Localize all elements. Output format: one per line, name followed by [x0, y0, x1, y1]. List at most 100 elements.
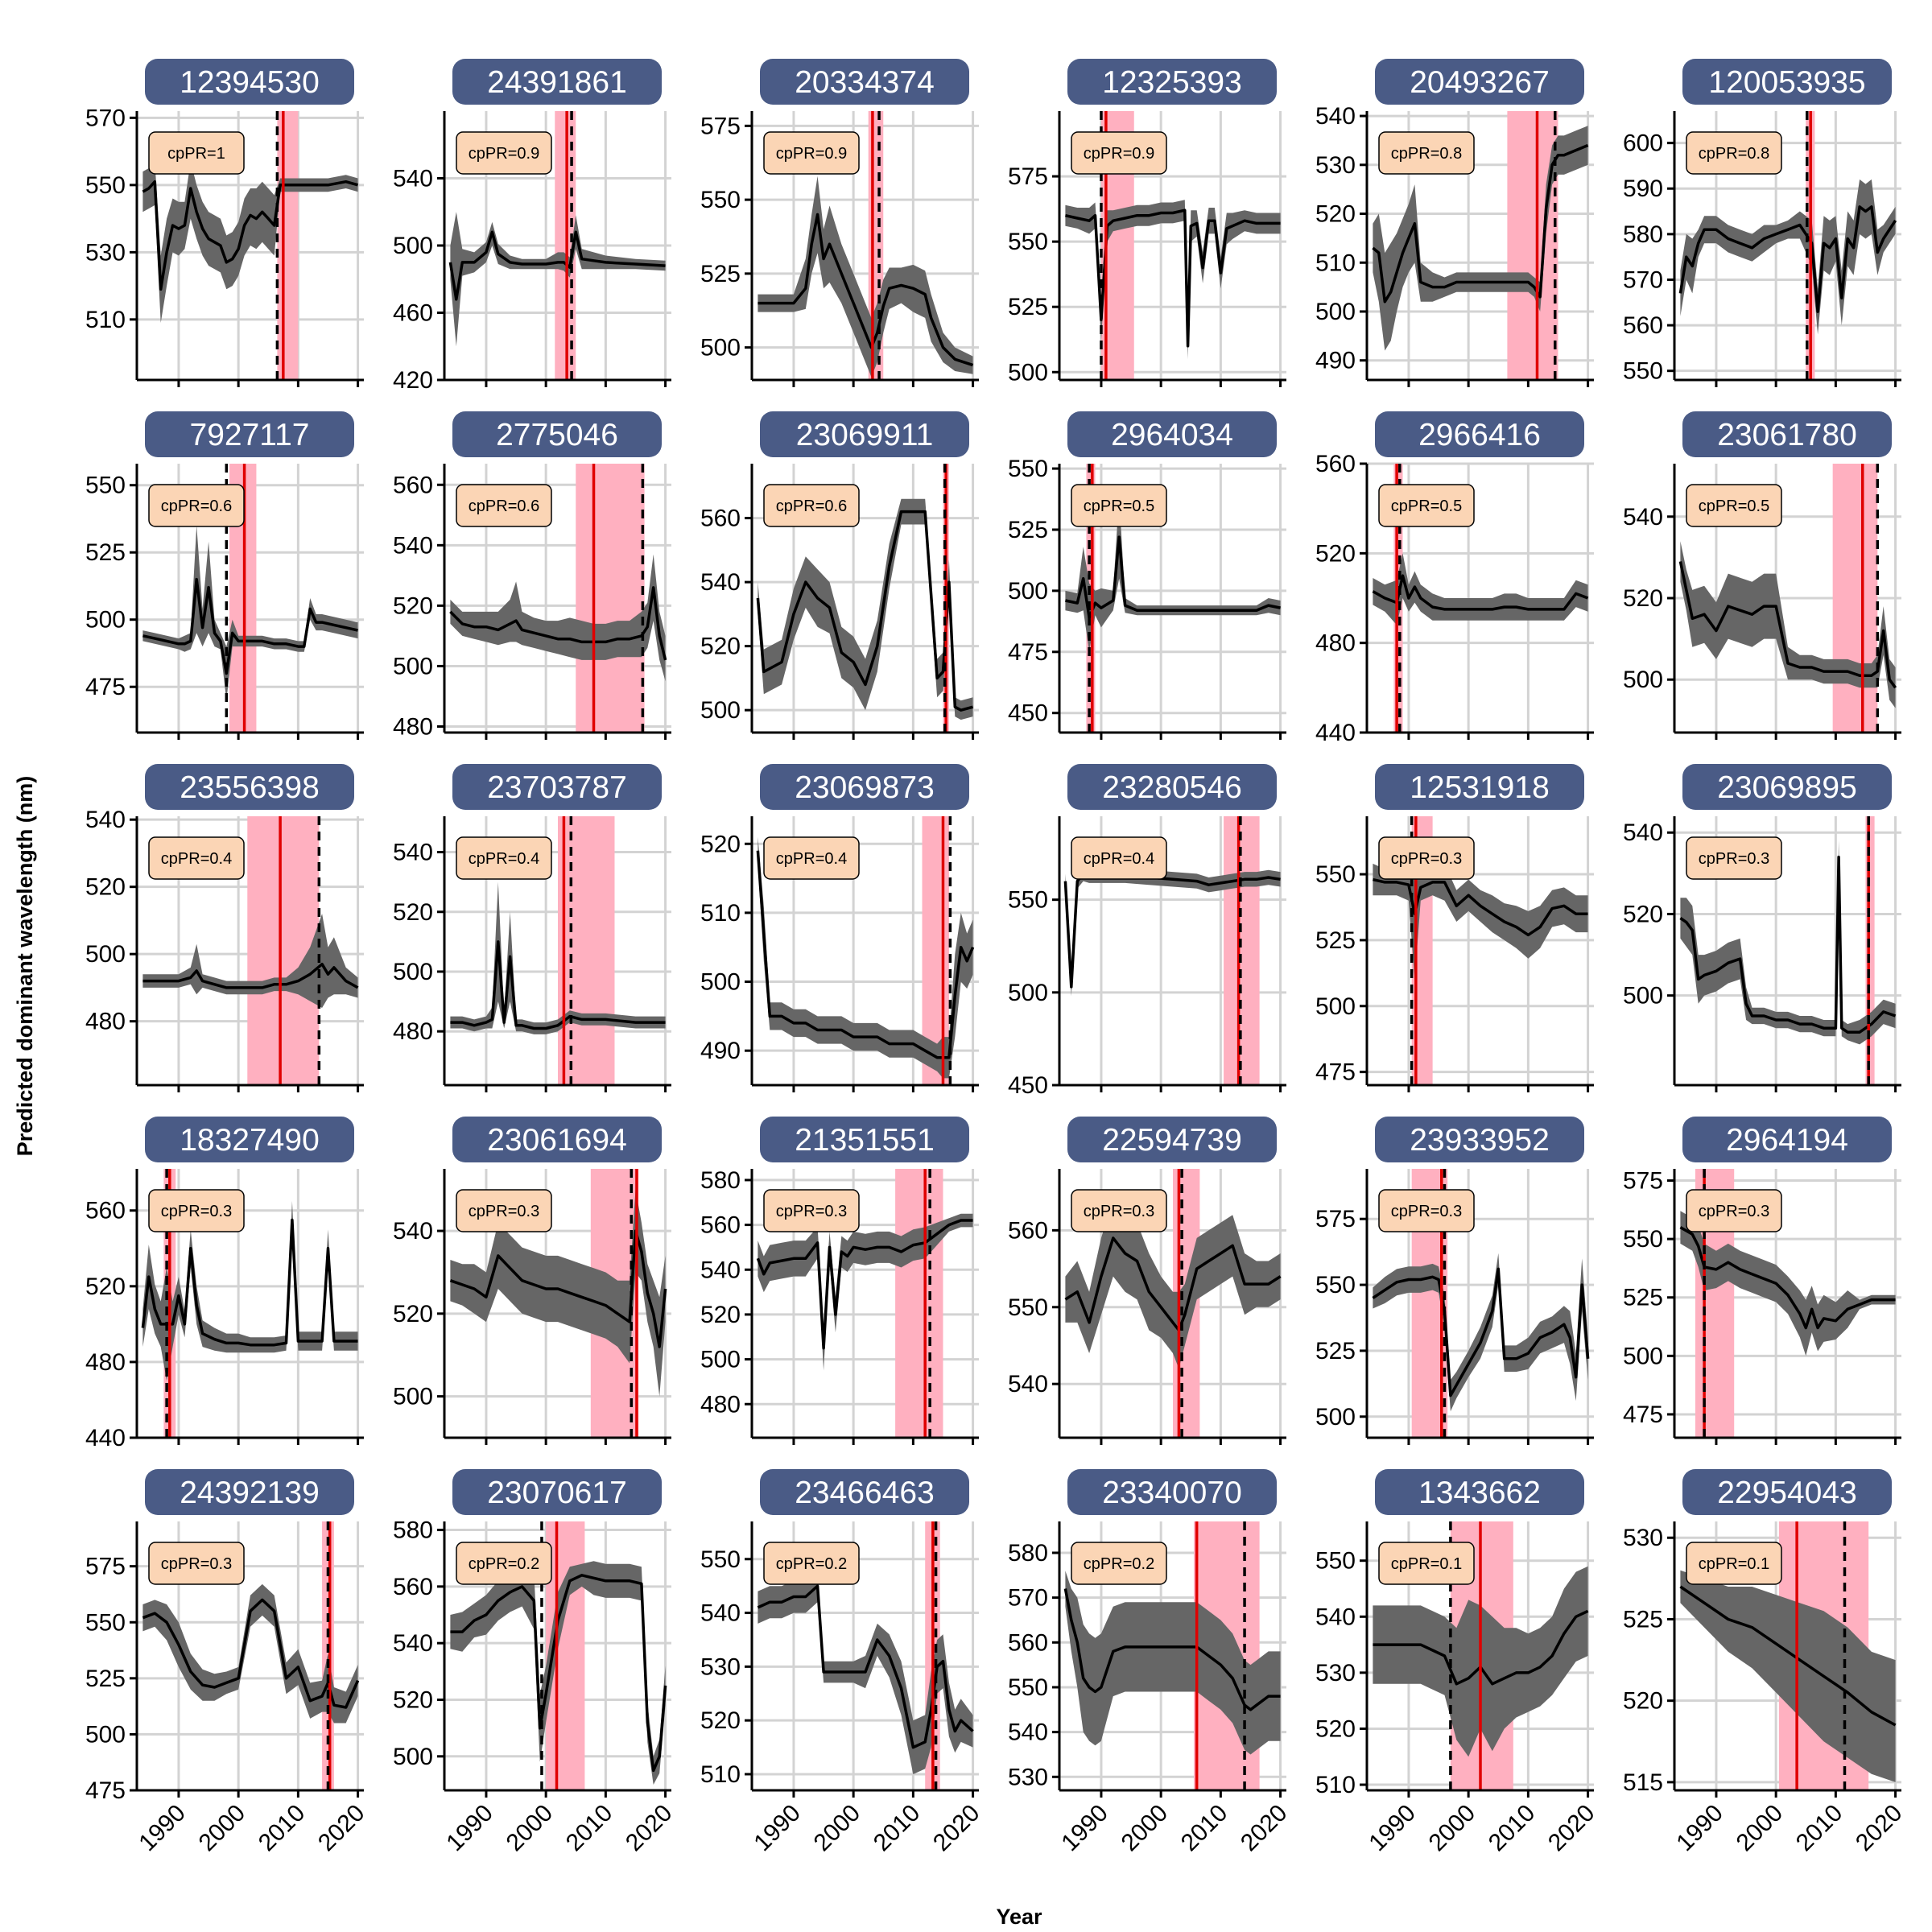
- y-tick-label: 550: [85, 172, 126, 199]
- y-tick-label: 520: [1315, 540, 1356, 567]
- cppr-label: cpPR=0.6: [776, 497, 847, 515]
- x-tick-label: 1990: [749, 1800, 806, 1857]
- x-tick-label: 2020: [313, 1800, 370, 1857]
- y-tick-label: 550: [1315, 861, 1356, 888]
- uncertainty-ribbon: [758, 498, 973, 720]
- facet-strip: [1067, 1469, 1277, 1515]
- panel-2775046: 480 500 520 540 560 2775046 cpPR=0.6: [393, 411, 671, 740]
- cppr-label-box: [456, 131, 552, 175]
- y-tick-label: 550: [1008, 229, 1048, 255]
- y-tick-label: 525: [85, 539, 126, 566]
- facet-strip-label: 18327490: [180, 1123, 320, 1158]
- x-tick-label: 1990: [1364, 1800, 1421, 1857]
- facet-strip: [452, 59, 662, 105]
- cppr-label: cpPR=0.4: [161, 850, 232, 868]
- cppr-label-box: [148, 1189, 245, 1232]
- x-tick-label: 2020: [928, 1800, 985, 1857]
- series-line: [449, 1229, 667, 1348]
- changepoint-interval-band: [277, 111, 299, 380]
- y-tick-label: 500: [1315, 299, 1356, 325]
- y-tick-label: 540: [393, 532, 433, 559]
- uncertainty-ribbon: [1373, 126, 1588, 351]
- y-tick-label: 480: [85, 1009, 126, 1035]
- series-line: [142, 962, 359, 989]
- facet-strip: [760, 1117, 969, 1162]
- panel-2966416: 440 480 520 560 2966416 cpPR=0.5: [1315, 411, 1594, 746]
- panel-23703787: 480 500 520 540 23703787 cpPR=0.4: [393, 764, 671, 1092]
- series-line: [1065, 535, 1281, 620]
- changepoint-interval-band: [1865, 816, 1875, 1085]
- y-tick-label: 570: [85, 105, 126, 131]
- facet-strip: [1067, 59, 1277, 105]
- facet-strip: [1375, 411, 1584, 457]
- changepoint-interval-band: [576, 464, 645, 733]
- y-tick-label: 550: [700, 1546, 741, 1573]
- uncertainty-ribbon: [758, 175, 973, 378]
- series-line: [1678, 561, 1897, 689]
- y-tick-label: 490: [1315, 348, 1356, 374]
- facet-strip: [145, 764, 354, 810]
- y-tick-label: 560: [1008, 1217, 1048, 1244]
- x-tick-label: 2020: [621, 1800, 678, 1857]
- panel-21351551: 480 500 520 540 560 580 21351551 cpPR=0.3: [700, 1117, 979, 1445]
- y-tick-label: 500: [85, 1721, 126, 1748]
- facet-strip-label: 12325393: [1102, 65, 1242, 100]
- y-axis-title: Predicted dominant wavelength (nm): [13, 776, 37, 1157]
- facet-strip-label: 23703787: [487, 770, 627, 805]
- series-line: [142, 1598, 360, 1709]
- cppr-label-box: [1071, 131, 1167, 175]
- series-line: [1372, 574, 1589, 611]
- panel-12531918: 475 500 525 550 12531918 cpPR=0.3: [1315, 764, 1594, 1092]
- uncertainty-ribbon: [450, 1189, 666, 1397]
- cppr-label-box: [763, 1189, 860, 1232]
- facet-strip: [1067, 411, 1277, 457]
- series-line: [450, 1574, 667, 1773]
- y-tick-label: 475: [85, 674, 126, 700]
- y-tick-label: 500: [1008, 980, 1048, 1006]
- y-tick-label: 575: [1315, 1206, 1356, 1232]
- y-tick-label: 550: [1008, 1294, 1048, 1321]
- x-tick-label: 1990: [1671, 1800, 1728, 1857]
- uncertainty-ribbon: [1680, 179, 1896, 335]
- x-tick-label: 2000: [194, 1800, 251, 1857]
- x-tick-label: 1990: [1056, 1800, 1113, 1857]
- x-tick-label: 2000: [1732, 1800, 1789, 1857]
- y-tick-label: 440: [85, 1425, 126, 1451]
- cppr-label-box: [1686, 1542, 1782, 1585]
- panel-120053935: 550 560 570 580 590 600 120053935 cpPR=0.8: [1623, 59, 1901, 387]
- facet-strip: [145, 59, 354, 105]
- panel-18327490: 440 480 520 560 18327490 cpPR=0.3: [85, 1117, 364, 1451]
- y-tick-label: 480: [700, 1391, 741, 1418]
- cppr-label: cpPR=0.3: [161, 1555, 232, 1573]
- x-tick-label: 2020: [1543, 1800, 1600, 1857]
- y-tick-label: 550: [1623, 1226, 1663, 1253]
- y-tick-label: 520: [1315, 1715, 1356, 1742]
- y-tick-label: 550: [1623, 358, 1663, 385]
- y-tick-label: 550: [1315, 1272, 1356, 1298]
- panel-23069895: 500 520 540 23069895 cpPR=0.3: [1623, 764, 1901, 1092]
- cppr-label-box: [1071, 1542, 1167, 1585]
- panel-20493267: 490 500 510 520 530 540 20493267 cpPR=0.8: [1315, 59, 1594, 387]
- panel-1343662: 510 520 530 540 550 1990 2000 2010 2020 1343662 cp…: [1315, 1469, 1600, 1856]
- y-tick-label: 550: [85, 473, 126, 499]
- uncertainty-ribbon: [1680, 541, 1896, 708]
- uncertainty-ribbon: [142, 161, 358, 323]
- facet-strip: [452, 411, 662, 457]
- y-tick-label: 510: [700, 1761, 741, 1788]
- changepoint-interval-band: [558, 816, 615, 1085]
- y-tick-label: 530: [700, 1653, 741, 1680]
- cppr-label: cpPR=0.3: [1391, 1203, 1462, 1220]
- panel-22594739: 540 550 560 22594739 cpPR=0.3: [1008, 1117, 1286, 1445]
- y-tick-label: 540: [393, 1218, 433, 1245]
- uncertainty-ribbon: [1373, 553, 1588, 625]
- facet-strip-label: 7927117: [190, 418, 310, 452]
- cppr-label-box: [1378, 836, 1475, 880]
- y-tick-label: 540: [85, 807, 126, 833]
- cppr-label: cpPR=0.3: [1391, 850, 1462, 868]
- panel-24391861: 420 460 500 540 24391861 cpPR=0.9: [393, 59, 671, 394]
- panel-23340070: 530 540 550 560 570 580 1990 2000 2010 2020 233400…: [1008, 1469, 1293, 1856]
- y-tick-label: 520: [1623, 585, 1663, 612]
- y-tick-label: 530: [85, 239, 126, 266]
- y-tick-label: 500: [700, 335, 741, 361]
